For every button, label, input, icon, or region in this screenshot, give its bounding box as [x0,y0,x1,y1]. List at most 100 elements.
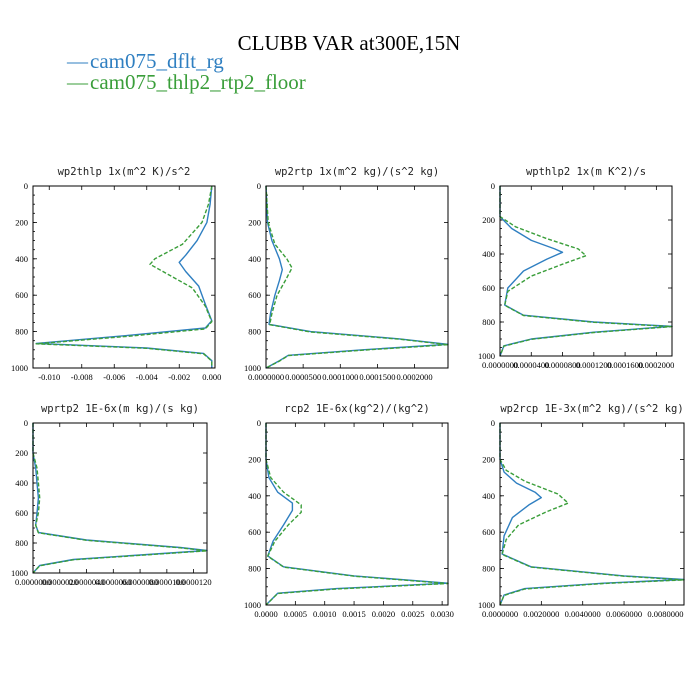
panel-1: wp2thlp 1x(m^2 K)/s^2 0 200 400 600 800 1000 -0… [11,166,221,382]
x-tick-label: 0.0001200 [576,360,612,370]
plot-frame [32,185,216,369]
x-tick-label: 0.0002000 [397,372,433,382]
x-tick-label: 0.0000060 [95,577,131,587]
y-tick-label: 800 [15,538,28,548]
legend: — cam075_dflt_rg — cam075_thlp2_rtp2_flo… [66,49,306,94]
y-tick-label: 400 [482,491,495,501]
figure-title: CLUBB VAR at300E,15N [238,31,461,55]
x-tick-label: 0.0000020 [42,577,78,587]
x-tick-label: 0.0025 [401,609,424,619]
y-tick-label: 0 [24,181,28,191]
plot-frame [32,422,208,574]
y-tick-label: 400 [15,254,28,264]
y-tick-label: 800 [248,327,261,337]
x-tick-label: 0.0000 [254,609,277,619]
x-tick-label: -0.008 [71,372,93,382]
legend-entry-2-glyph: — [66,70,89,94]
y-tick-label: 1000 [11,568,28,578]
x-tick-label: 0.0001000 [322,372,358,382]
y-tick-label: 600 [248,290,261,300]
series-line-1 [499,423,685,606]
panel-title: wpthlp2 1x(m K^2)/s [526,166,646,178]
y-tick-label: 800 [482,564,495,574]
y-tick-label: 200 [15,217,28,227]
x-tick-label: 0.0000080 [122,577,158,587]
x-tick-label: 0.0000000 [482,609,518,619]
series-line-2 [265,423,449,606]
panels: wp2thlp 1x(m^2 K)/s^2 0 200 400 600 800 1000 -0… [11,166,685,619]
x-tick-label: 0.0030 [430,609,453,619]
y-tick-label: 600 [482,283,495,293]
x-tick-label: 0.0000400 [513,360,549,370]
x-tick-label: 0.0005 [284,609,307,619]
y-tick-label: 400 [248,254,261,264]
legend-entry-1-glyph: — [66,49,89,73]
y-tick-label: 1000 [478,600,495,610]
x-tick-label: -0.010 [38,372,60,382]
series-line-2 [32,423,208,574]
x-tick-label: 0.0000000 [248,372,284,382]
y-tick-label: 200 [482,215,495,225]
y-tick-label: 600 [15,508,28,518]
y-tick-label: 800 [248,564,261,574]
y-tick-label: 600 [482,527,495,537]
panel-title: wp2rtp 1x(m^2 kg)/(s^2 kg) [275,166,439,178]
y-tick-label: 1000 [11,363,28,373]
panel-5: rcp2 1E-6x(kg^2)/(kg^2) 0 200 400 600 800 1000… [244,403,454,619]
x-tick-label: -0.006 [103,372,125,382]
x-tick-label: 0.0080000 [647,609,683,619]
panel-4: wprtp2 1E-6x(m kg)/(s kg) 0 200 400 600 800 10… [11,403,212,587]
x-tick-label: 0.0060000 [606,609,642,619]
series-line-1 [499,186,673,357]
panel-title: wp2rcp 1E-3x(m^2 kg)/(s^2 kg) [500,403,683,415]
x-tick-label: 0.0000120 [176,577,212,587]
panel-title: wprtp2 1E-6x(m kg)/(s kg) [41,403,199,415]
series-line-1 [32,423,208,574]
panel-title: wp2thlp 1x(m^2 K)/s^2 [58,166,191,178]
y-tick-label: 800 [482,317,495,327]
plot-frame [265,185,449,369]
x-tick-label: 0.0001500 [359,372,395,382]
y-tick-label: 0 [491,418,495,428]
y-tick-label: 0 [257,418,261,428]
x-tick-label: 0.0000800 [544,360,580,370]
y-tick-label: 200 [248,454,261,464]
x-tick-label: 0.0000040 [68,577,104,587]
legend-entry-1-label: cam075_dflt_rg [90,49,224,73]
y-tick-label: 1000 [244,363,261,373]
x-tick-label: 0.0000500 [285,372,321,382]
x-tick-label: 0.0040000 [565,609,601,619]
series-line-2 [35,185,213,368]
y-tick-label: 0 [24,418,28,428]
y-tick-label: 600 [248,527,261,537]
x-tick-label: 0.0001600 [607,360,643,370]
series-line-1 [35,185,213,368]
x-tick-label: 0.000 [202,372,221,382]
x-tick-label: -0.002 [168,372,190,382]
plot-frame [265,422,449,606]
series-line-2 [499,186,673,357]
y-tick-label: 0 [491,181,495,191]
x-tick-label: 0.0002000 [638,360,674,370]
series-line-1 [265,185,449,369]
x-tick-label: 0.0010 [313,609,336,619]
x-tick-label: 0.0020000 [523,609,559,619]
series-line-2 [265,185,449,369]
y-tick-label: 200 [248,217,261,227]
y-tick-label: 200 [482,454,495,464]
x-tick-label: 0.0000000 [482,360,518,370]
x-tick-label: 0.0015 [342,609,365,619]
y-tick-label: 400 [15,478,28,488]
x-tick-label: -0.004 [136,372,159,382]
panel-6: wp2rcp 1E-3x(m^2 kg)/(s^2 kg) 0 200 400 600 8… [478,403,685,619]
series-line-1 [265,423,449,606]
y-tick-label: 1000 [478,351,495,361]
plot-frame [499,422,685,606]
series-line-2 [499,423,685,606]
x-tick-label: 0.0000100 [149,577,185,587]
y-tick-label: 0 [257,181,261,191]
y-tick-label: 1000 [244,600,261,610]
x-tick-label: 0.0000000 [15,577,51,587]
panel-2: wp2rtp 1x(m^2 kg)/(s^2 kg) 0 200 400 600 800 1… [244,166,449,382]
